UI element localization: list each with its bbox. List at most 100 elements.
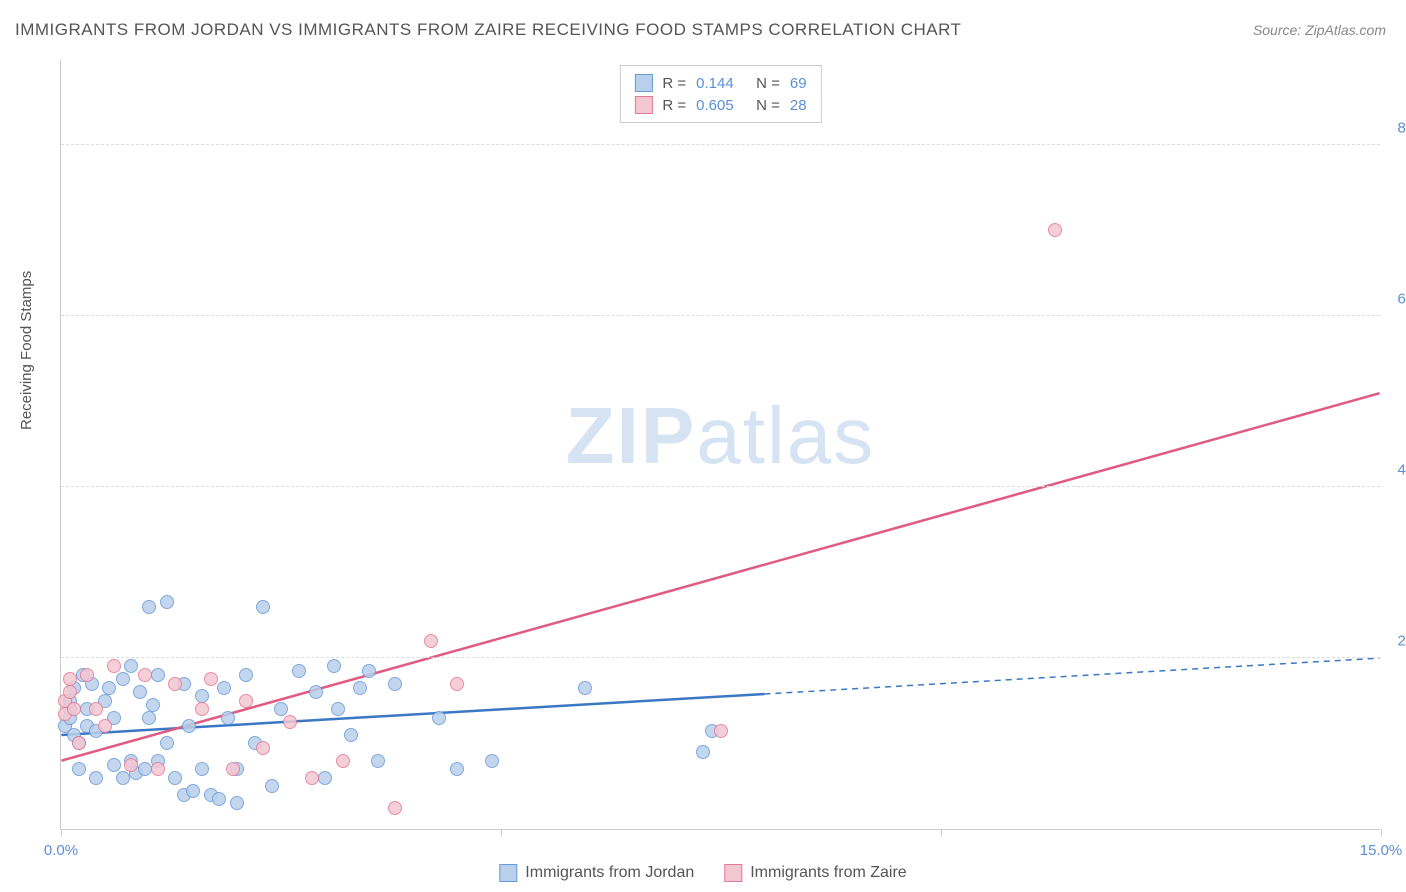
gridline xyxy=(61,657,1380,658)
scatter-point xyxy=(124,659,138,673)
scatter-point xyxy=(133,685,147,699)
scatter-point xyxy=(331,702,345,716)
trend-line-solid xyxy=(61,393,1379,760)
scatter-point xyxy=(102,681,116,695)
scatter-point xyxy=(89,702,103,716)
gridline xyxy=(61,315,1380,316)
y-tick-label: 60.0% xyxy=(1397,290,1406,307)
scatter-point xyxy=(195,702,209,716)
scatter-point xyxy=(98,719,112,733)
watermark: ZIPatlas xyxy=(566,389,875,481)
scatter-point xyxy=(239,668,253,682)
watermark-bold: ZIP xyxy=(566,390,696,479)
legend-r-value: 0.605 xyxy=(696,97,746,114)
scatter-point xyxy=(696,745,710,759)
x-tick-label: 0.0% xyxy=(44,842,78,859)
scatter-point xyxy=(256,600,270,614)
scatter-point xyxy=(1048,223,1062,237)
scatter-point xyxy=(63,672,77,686)
scatter-point xyxy=(195,762,209,776)
scatter-point xyxy=(151,762,165,776)
scatter-point xyxy=(72,736,86,750)
scatter-point xyxy=(204,672,218,686)
scatter-point xyxy=(256,741,270,755)
legend-r-value: 0.144 xyxy=(696,75,746,92)
scatter-point xyxy=(186,784,200,798)
legend-n-label: N = xyxy=(756,75,780,92)
scatter-point xyxy=(160,595,174,609)
x-tick-label: 15.0% xyxy=(1360,842,1403,859)
scatter-point xyxy=(388,801,402,815)
scatter-point xyxy=(146,698,160,712)
scatter-point xyxy=(432,711,446,725)
scatter-point xyxy=(168,677,182,691)
legend-row: R = 0.144 N = 69 xyxy=(634,72,806,94)
legend-swatch xyxy=(634,74,652,92)
gridline xyxy=(61,486,1380,487)
x-tick xyxy=(1381,829,1382,837)
scatter-point xyxy=(274,702,288,716)
scatter-point xyxy=(142,600,156,614)
correlation-legend: R = 0.144 N = 69 R = 0.605 N = 28 xyxy=(619,65,821,123)
scatter-point xyxy=(450,677,464,691)
trend-line-dashed xyxy=(764,658,1379,694)
legend-swatch xyxy=(634,96,652,114)
scatter-point xyxy=(578,681,592,695)
series-legend-item: Immigrants from Jordan xyxy=(499,864,694,882)
scatter-point xyxy=(67,702,81,716)
series-legend: Immigrants from Jordan Immigrants from Z… xyxy=(499,864,906,882)
legend-row: R = 0.605 N = 28 xyxy=(634,94,806,116)
source-attribution: Source: ZipAtlas.com xyxy=(1253,22,1386,38)
scatter-point xyxy=(212,792,226,806)
scatter-point xyxy=(116,672,130,686)
x-tick xyxy=(941,829,942,837)
scatter-point xyxy=(318,771,332,785)
scatter-point xyxy=(371,754,385,768)
scatter-point xyxy=(168,771,182,785)
scatter-point xyxy=(714,724,728,738)
scatter-point xyxy=(226,762,240,776)
y-tick-label: 40.0% xyxy=(1397,461,1406,478)
scatter-point xyxy=(388,677,402,691)
x-tick xyxy=(501,829,502,837)
scatter-point xyxy=(353,681,367,695)
scatter-point xyxy=(485,754,499,768)
scatter-point xyxy=(182,719,196,733)
scatter-point xyxy=(305,771,319,785)
scatter-chart: ZIPatlas R = 0.144 N = 69 R = 0.605 N = … xyxy=(60,60,1380,830)
scatter-point xyxy=(217,681,231,695)
legend-n-label: N = xyxy=(756,97,780,114)
trend-line-solid xyxy=(61,694,764,735)
x-tick xyxy=(61,829,62,837)
legend-swatch xyxy=(724,864,742,882)
legend-swatch xyxy=(499,864,517,882)
series-name: Immigrants from Jordan xyxy=(525,864,694,882)
scatter-point xyxy=(124,758,138,772)
scatter-point xyxy=(292,664,306,678)
scatter-point xyxy=(116,771,130,785)
scatter-point xyxy=(283,715,297,729)
series-legend-item: Immigrants from Zaire xyxy=(724,864,906,882)
scatter-point xyxy=(89,771,103,785)
trend-lines xyxy=(61,60,1380,829)
legend-r-label: R = xyxy=(662,97,686,114)
scatter-point xyxy=(107,659,121,673)
scatter-point xyxy=(424,634,438,648)
series-name: Immigrants from Zaire xyxy=(750,864,906,882)
scatter-point xyxy=(63,685,77,699)
scatter-point xyxy=(239,694,253,708)
scatter-point xyxy=(142,711,156,725)
chart-title: IMMIGRANTS FROM JORDAN VS IMMIGRANTS FRO… xyxy=(15,20,961,40)
y-tick-label: 20.0% xyxy=(1397,632,1406,649)
scatter-point xyxy=(72,762,86,776)
scatter-point xyxy=(221,711,235,725)
scatter-point xyxy=(138,762,152,776)
scatter-point xyxy=(327,659,341,673)
scatter-point xyxy=(230,796,244,810)
scatter-point xyxy=(344,728,358,742)
scatter-point xyxy=(80,668,94,682)
gridline xyxy=(61,144,1380,145)
scatter-point xyxy=(151,668,165,682)
scatter-point xyxy=(336,754,350,768)
scatter-point xyxy=(107,758,121,772)
